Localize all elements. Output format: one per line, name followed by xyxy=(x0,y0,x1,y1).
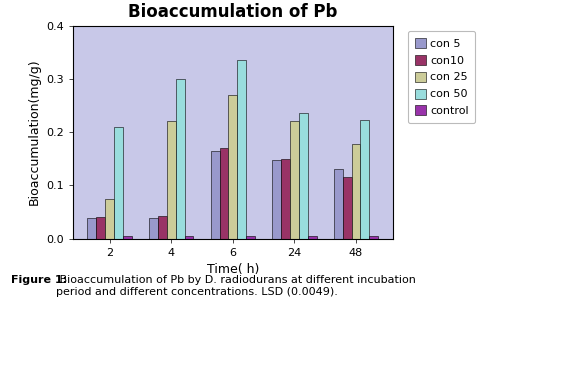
Bar xyxy=(272,160,281,239)
Bar xyxy=(290,121,299,239)
Bar xyxy=(334,170,343,239)
Text: Figure 1:: Figure 1: xyxy=(11,275,67,285)
Bar xyxy=(299,113,307,239)
Bar xyxy=(96,217,105,239)
X-axis label: Time( h): Time( h) xyxy=(206,263,259,276)
Bar xyxy=(149,218,158,239)
Bar xyxy=(123,236,132,239)
Bar xyxy=(352,144,360,239)
Bar xyxy=(246,236,255,239)
Bar xyxy=(237,60,246,239)
Bar xyxy=(210,151,219,239)
Bar xyxy=(158,216,167,239)
Bar xyxy=(185,236,194,239)
Legend: con 5, con10, con 25, con 50, control: con 5, con10, con 25, con 50, control xyxy=(408,31,475,123)
Title: Bioaccumulation of Pb: Bioaccumulation of Pb xyxy=(128,3,338,21)
Bar xyxy=(114,127,123,239)
Bar xyxy=(307,236,316,239)
Bar xyxy=(369,236,378,239)
Bar xyxy=(167,121,176,239)
Bar xyxy=(219,148,228,239)
Text: Bioaccumulation of Pb by D. radiodurans at different incubation
period and diffe: Bioaccumulation of Pb by D. radiodurans … xyxy=(56,275,416,297)
Bar xyxy=(281,159,290,239)
Bar xyxy=(360,120,369,239)
Bar xyxy=(105,199,114,239)
Bar xyxy=(228,95,237,239)
Bar xyxy=(343,177,352,239)
Bar xyxy=(176,79,185,239)
Y-axis label: Bioaccumulation(mg/g): Bioaccumulation(mg/g) xyxy=(27,59,40,206)
Bar xyxy=(88,218,96,239)
